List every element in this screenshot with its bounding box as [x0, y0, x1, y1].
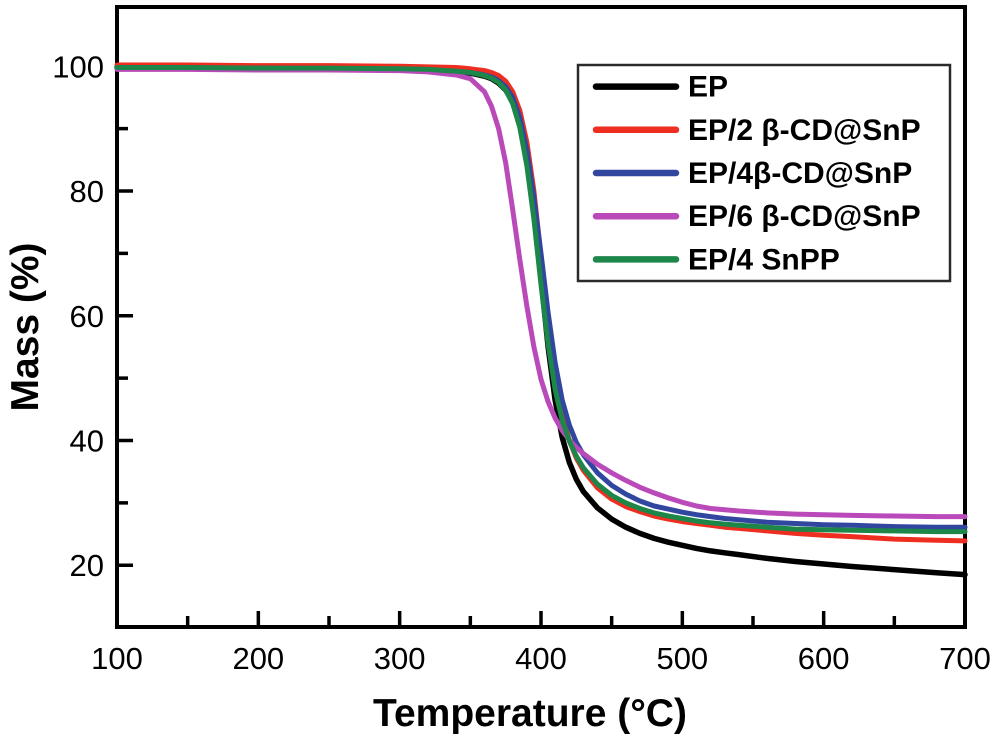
x-axis-title: Temperature (°C) — [373, 692, 687, 735]
y-axis-tick-label: 100 — [52, 49, 104, 84]
x-axis-tick-label: 400 — [515, 641, 567, 676]
legend-label-EP-6-CD-SnP: EP/6 β-CD@SnP — [688, 200, 921, 233]
y-axis-tick-label: 20 — [70, 548, 104, 583]
x-axis: 100 200 300 400 500 600 700 — [91, 611, 990, 676]
legend-label-EP-4-CD-SnP: EP/4β-CD@SnP — [688, 157, 912, 190]
legend-label-EP-4-SnPP: EP/4 SnPP — [688, 243, 840, 276]
y-axis: 20 40 60 80 100 — [52, 49, 133, 583]
legend-label-EP: EP — [688, 71, 728, 104]
x-axis-tick-label: 500 — [656, 641, 708, 676]
legend: EP EP/2 β-CD@SnP EP/4β-CD@SnP EP/6 β-CD@SnP… — [576, 63, 952, 283]
x-axis-tick-label: 100 — [91, 641, 143, 676]
y-axis-tick-label: 80 — [70, 174, 104, 209]
y-axis-tick-label: 60 — [70, 299, 104, 334]
plot-border — [115, 5, 967, 629]
x-axis-tick-label: 200 — [232, 641, 284, 676]
series-group — [114, 62, 968, 578]
y-axis-tick-label: 40 — [70, 424, 104, 459]
y-axis-title: Mass (%) — [4, 242, 47, 412]
legend-label-EP-2-CD-SnP: EP/2 β-CD@SnP — [688, 114, 921, 147]
x-axis-tick-label: 700 — [939, 641, 990, 676]
x-axis-tick-label: 600 — [798, 641, 850, 676]
x-axis-tick-label: 300 — [374, 641, 426, 676]
curve-EP-4-SnPP — [114, 65, 968, 535]
